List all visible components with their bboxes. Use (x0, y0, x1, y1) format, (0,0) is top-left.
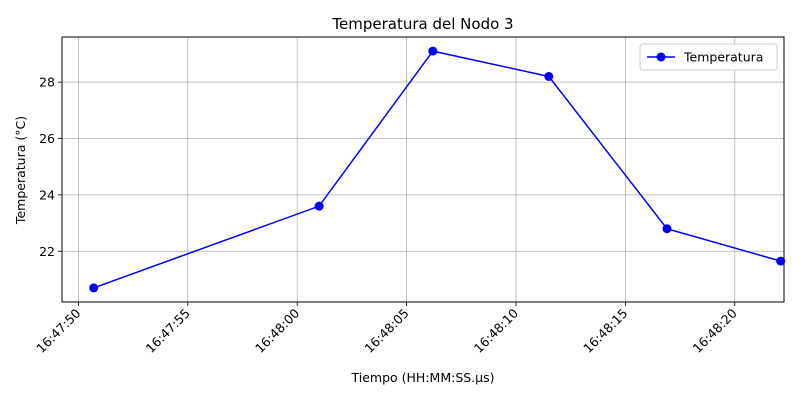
y-axis: 22 24 26 28 (39, 75, 62, 259)
y-tick-label: 26 (39, 131, 55, 146)
x-tick-label: 16:47:50 (33, 305, 83, 355)
y-tick-label: 22 (39, 244, 55, 259)
data-point (544, 71, 554, 81)
data-point (662, 224, 672, 234)
x-tick-label: 16:48:15 (580, 306, 630, 356)
legend: Temperatura (639, 43, 778, 71)
legend-label: Temperatura (683, 50, 763, 65)
x-tick-label: 16:48:20 (690, 305, 740, 355)
legend-marker (656, 52, 666, 62)
series-line (93, 50, 781, 289)
legend-box (639, 43, 778, 71)
x-tick-label: 16:47:55 (143, 306, 193, 356)
data-point (89, 283, 99, 293)
data-point (428, 46, 438, 56)
y-tick-label: 28 (39, 75, 55, 90)
y-tick-label: 24 (39, 187, 55, 202)
x-tick-label: 16:48:05 (361, 306, 411, 356)
y-axis-label: Temperatura (°C) (13, 116, 28, 225)
plot-area-frame (61, 36, 785, 303)
x-tick-label: 16:48:10 (471, 305, 521, 355)
series-temperatura (89, 46, 786, 293)
x-axis: 16:47:50 16:47:55 16:48:00 16:48:05 16:48:10… (33, 302, 740, 356)
chart-title: Temperatura del Nodo 3 (331, 15, 513, 33)
data-point (314, 201, 324, 211)
x-tick-label: 16:48:00 (252, 305, 302, 355)
data-point (776, 256, 786, 266)
x-axis-label: Tiempo (HH:MM:SS.µs) (351, 370, 495, 385)
grid (62, 37, 784, 302)
